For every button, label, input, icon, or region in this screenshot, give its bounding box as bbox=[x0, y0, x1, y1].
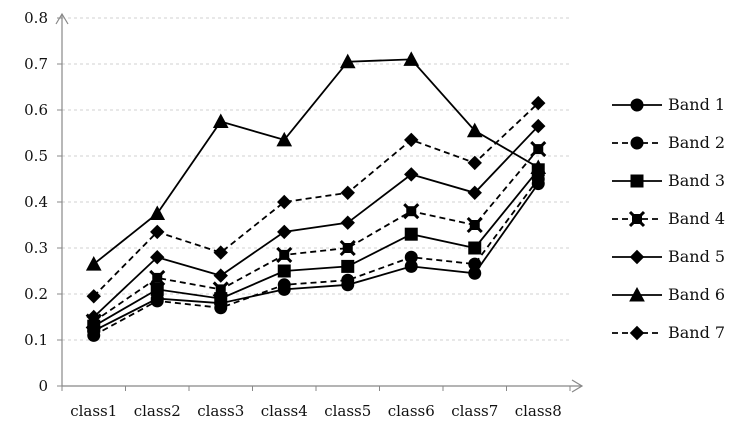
series-line bbox=[93, 178, 539, 337]
legend-label: Band 4 bbox=[668, 209, 725, 228]
data-point bbox=[404, 132, 419, 148]
series-6 bbox=[85, 51, 547, 271]
data-point bbox=[277, 278, 291, 292]
x-tick-label: class5 bbox=[324, 402, 371, 420]
data-point bbox=[150, 249, 165, 265]
legend-item: Band 2 bbox=[612, 133, 725, 152]
legend-marker bbox=[630, 136, 644, 150]
data-point bbox=[213, 245, 228, 260]
series-line bbox=[93, 148, 539, 323]
legend-item: Band 3 bbox=[612, 171, 725, 190]
data-point bbox=[340, 215, 355, 230]
data-point bbox=[466, 122, 483, 138]
data-point bbox=[404, 227, 418, 241]
data-point bbox=[467, 185, 482, 201]
legend-marker bbox=[630, 98, 644, 112]
data-point bbox=[530, 141, 547, 158]
data-point bbox=[404, 167, 419, 182]
data-point bbox=[276, 246, 293, 263]
data-point bbox=[212, 281, 229, 298]
data-point bbox=[403, 203, 420, 220]
legend-item: Band 5 bbox=[612, 247, 725, 266]
data-point bbox=[150, 224, 165, 240]
x-tick-label: class7 bbox=[451, 402, 498, 420]
x-tick-label: class1 bbox=[70, 402, 117, 420]
legend-marker bbox=[630, 174, 644, 188]
legend-marker bbox=[629, 249, 645, 265]
legend-label: Band 1 bbox=[668, 95, 725, 114]
data-point bbox=[404, 250, 418, 264]
series-line bbox=[93, 58, 539, 265]
y-tick-label: 0.4 bbox=[24, 193, 48, 211]
data-point bbox=[277, 264, 291, 278]
x-tick-label: class3 bbox=[197, 402, 244, 420]
x-tick-labels: class1 class2 class3 class4 class5 class6 clas… bbox=[70, 402, 562, 420]
data-point bbox=[85, 256, 102, 271]
data-point bbox=[341, 273, 355, 287]
series-lines bbox=[85, 51, 547, 342]
data-point bbox=[149, 205, 166, 220]
data-point bbox=[212, 113, 229, 128]
legend-item: Band 7 bbox=[612, 323, 725, 342]
data-point bbox=[150, 294, 164, 308]
data-point bbox=[467, 155, 482, 171]
data-point bbox=[339, 53, 356, 69]
y-tick-labels: 0 0.1 0.2 0.3 0.4 0.5 0.6 0.7 0.8 bbox=[24, 9, 48, 395]
y-axis-arrow bbox=[55, 12, 69, 25]
data-point bbox=[277, 224, 292, 240]
series-line bbox=[93, 102, 539, 297]
series-line bbox=[93, 125, 539, 318]
series-line bbox=[93, 183, 539, 332]
x-tick-label: class2 bbox=[134, 402, 181, 420]
data-point bbox=[86, 309, 101, 325]
legend-label: Band 5 bbox=[668, 247, 725, 266]
series-5 bbox=[86, 118, 546, 325]
legend-item: Band 1 bbox=[612, 95, 725, 114]
data-point bbox=[531, 118, 546, 134]
legend-marker bbox=[628, 210, 646, 228]
series-7 bbox=[86, 95, 546, 304]
legend-label: Band 7 bbox=[668, 323, 725, 342]
y-tick-label: 0.7 bbox=[24, 55, 48, 73]
data-point bbox=[150, 282, 164, 296]
y-tick-label: 0.2 bbox=[24, 285, 48, 303]
data-point bbox=[340, 185, 355, 201]
y-tick-label: 0.3 bbox=[24, 239, 48, 257]
data-point bbox=[531, 95, 546, 111]
legend-item: Band 6 bbox=[612, 285, 725, 304]
data-point bbox=[466, 216, 483, 234]
data-point bbox=[276, 131, 293, 147]
data-point bbox=[213, 268, 228, 283]
data-point bbox=[468, 241, 482, 255]
legend-item: Band 4 bbox=[612, 209, 725, 228]
y-tick-label: 0.8 bbox=[24, 9, 48, 27]
legend-marker bbox=[629, 325, 645, 341]
y-tick-label: 0 bbox=[38, 377, 48, 395]
data-point bbox=[277, 194, 292, 210]
x-tick-label: class8 bbox=[515, 402, 562, 420]
data-point bbox=[339, 239, 356, 257]
x-tick-label: class4 bbox=[261, 402, 308, 420]
series-line bbox=[93, 169, 539, 327]
y-tick-label: 0.1 bbox=[24, 331, 48, 349]
legend-marker bbox=[629, 286, 645, 302]
axes bbox=[55, 12, 584, 393]
legend: Band 1 Band 2 Band 3 Band 4 Band 5 Band 6 Band… bbox=[612, 95, 725, 342]
data-point bbox=[530, 159, 547, 174]
legend-label: Band 3 bbox=[668, 171, 725, 190]
data-point bbox=[341, 259, 355, 273]
y-tick-label: 0.5 bbox=[24, 147, 48, 165]
x-axis-arrow bbox=[571, 379, 584, 393]
legend-label: Band 2 bbox=[668, 133, 725, 152]
data-point bbox=[149, 269, 166, 286]
data-point bbox=[403, 51, 420, 66]
legend-label: Band 6 bbox=[668, 285, 725, 304]
data-point bbox=[86, 289, 101, 304]
x-tick-label: class6 bbox=[388, 402, 435, 420]
y-tick-label: 0.6 bbox=[24, 101, 48, 119]
gridlines bbox=[62, 17, 570, 341]
data-point bbox=[468, 257, 482, 271]
